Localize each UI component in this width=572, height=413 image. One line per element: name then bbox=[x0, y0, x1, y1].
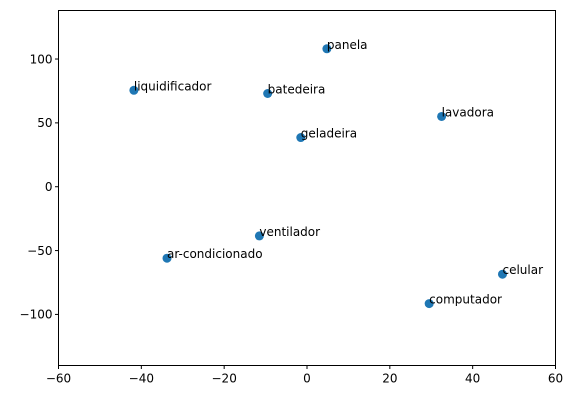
data-point bbox=[497, 269, 507, 279]
x-tick-label: 60 bbox=[548, 372, 563, 386]
x-tick-label: −20 bbox=[212, 372, 237, 386]
data-point bbox=[162, 253, 172, 263]
x-tick-label: −40 bbox=[129, 372, 154, 386]
y-tick-label: −100 bbox=[20, 308, 53, 322]
point-label: ar-condicionado bbox=[167, 247, 263, 261]
x-axis: −60 −40 −20 0 20 40 60 bbox=[46, 365, 563, 386]
y-tick-label: 0 bbox=[45, 180, 53, 194]
data-point bbox=[322, 44, 332, 54]
point-label: celular bbox=[502, 263, 543, 277]
plot-area-frame bbox=[58, 10, 556, 366]
y-axis: −100 −50 0 50 100 bbox=[20, 52, 59, 322]
point-label: liquidificador bbox=[134, 79, 212, 93]
point-label: lavadora bbox=[442, 105, 494, 119]
point-label: computador bbox=[429, 293, 502, 307]
data-point bbox=[263, 89, 273, 99]
x-tick-label: −60 bbox=[46, 372, 71, 386]
y-tick-label: −50 bbox=[27, 244, 52, 258]
point-labels-layer: panela liquidificador batedeira lavadora gel… bbox=[134, 38, 543, 307]
point-label: geladeira bbox=[301, 127, 357, 141]
point-label: panela bbox=[327, 38, 368, 52]
data-point bbox=[129, 85, 139, 95]
data-point bbox=[424, 299, 434, 309]
point-label: ventilador bbox=[259, 225, 320, 239]
x-tick-label: 0 bbox=[303, 372, 311, 386]
point-label: batedeira bbox=[268, 83, 326, 97]
data-point bbox=[296, 133, 306, 143]
data-point bbox=[254, 231, 264, 241]
x-tick-label: 20 bbox=[382, 372, 397, 386]
points-layer bbox=[129, 44, 507, 309]
y-tick-label: 50 bbox=[37, 116, 52, 130]
x-tick-label: 40 bbox=[465, 372, 480, 386]
data-point bbox=[437, 111, 447, 121]
y-tick-label: 100 bbox=[30, 52, 53, 66]
